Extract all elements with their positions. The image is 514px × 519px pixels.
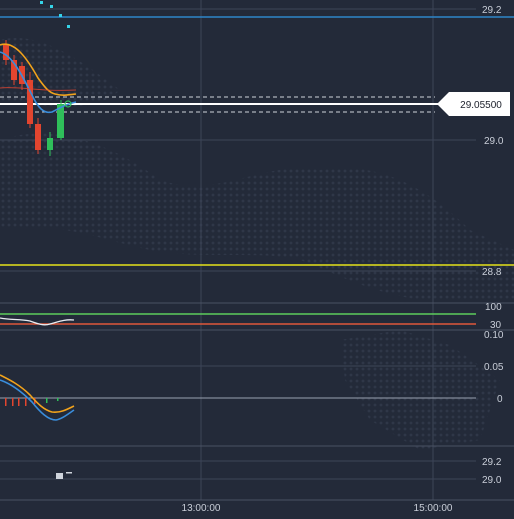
current-price-label: 29.05500 [460,100,502,111]
candle [57,104,64,138]
moving-average-red [0,87,77,91]
candle [27,80,33,124]
moving-average-blue [0,51,77,114]
cyan-dot-markers [40,1,70,28]
candle [3,45,9,60]
mini-candle [56,473,63,479]
candle [11,60,17,80]
macd-signal-line [0,374,75,413]
bottom-label-29-2: 29.2 [482,457,502,468]
time-label-15: 15:00:00 [414,503,453,514]
bottom-label-29-0: 29.0 [482,475,502,486]
rsi-label-30: 30 [490,320,502,331]
rsi-label-100: 100 [485,302,502,313]
price-label-28-8: 28.8 [482,267,502,278]
candle [35,124,41,150]
macd-line [0,379,75,421]
mini-candle [66,472,72,474]
price-label-29-0: 29.0 [484,136,504,147]
price-label-29-2: 29.2 [482,5,502,16]
macd-label-0-05: 0.05 [484,362,504,373]
moving-average-orange [0,43,77,96]
macd-label-0-10: 0.10 [484,330,504,341]
macd-label-0: 0 [497,394,503,405]
time-label-13: 13:00:00 [182,503,221,514]
rsi-line [0,317,75,326]
last-price-marker [64,100,72,108]
candle [47,138,53,150]
current-price-tag: 29.05500 [437,92,510,116]
